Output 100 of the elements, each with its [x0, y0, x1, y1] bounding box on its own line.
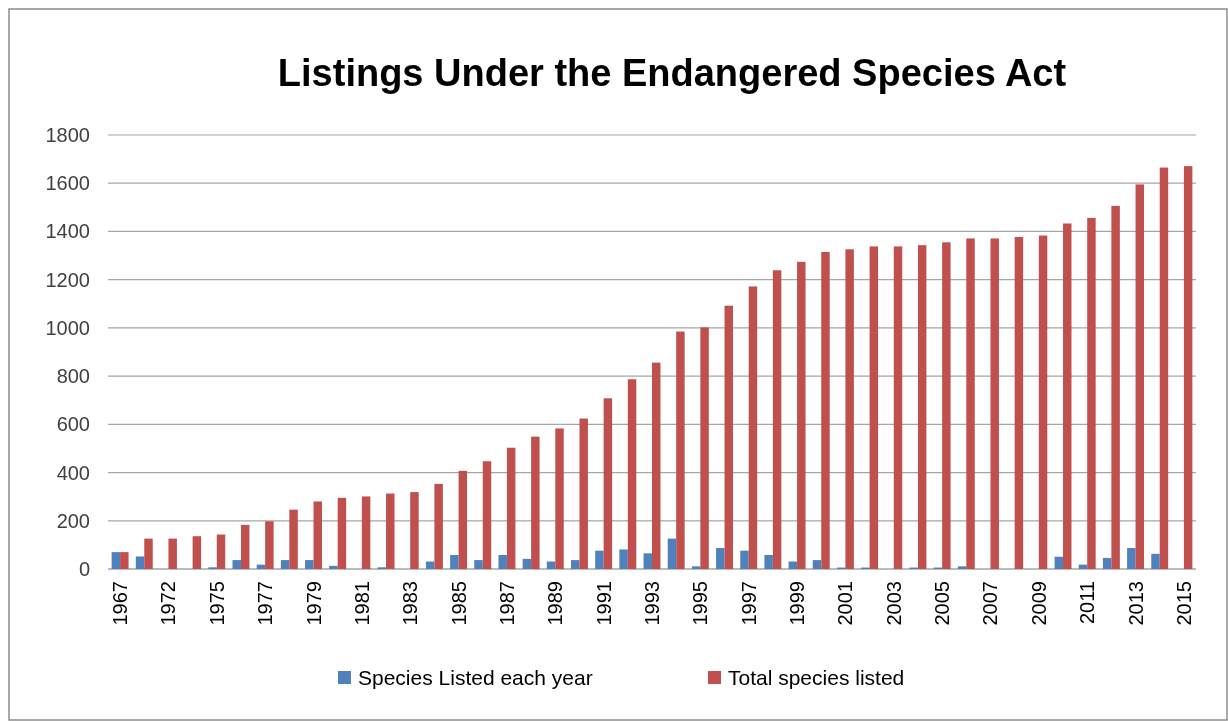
bar: [990, 238, 999, 569]
x-tick-label: 1977: [254, 581, 277, 626]
x-tick-label: 2001: [834, 581, 857, 626]
x-tick-label: 1993: [641, 581, 663, 626]
x-tick-label: 1981: [350, 581, 373, 626]
bar: [434, 483, 443, 569]
x-tick-label: 1989: [544, 581, 567, 626]
x-tick-label: 1995: [689, 581, 712, 626]
bar: [579, 418, 588, 569]
bar: [748, 286, 758, 569]
bar: [869, 246, 879, 569]
x-tick-label: 1987: [495, 581, 518, 626]
bar: [595, 550, 604, 569]
bar: [458, 470, 468, 569]
x-tick-label: 1975: [205, 581, 228, 626]
bar: [265, 521, 274, 569]
bar: [1151, 553, 1160, 569]
y-tick-label: 1200: [45, 268, 90, 291]
x-tick-label: 1997: [737, 581, 760, 626]
bar: [716, 548, 725, 569]
bar: [531, 436, 540, 569]
bar: [410, 492, 419, 569]
x-tick-label: 1972: [157, 581, 180, 626]
bar: [144, 538, 153, 569]
bar: [845, 249, 854, 569]
bar: [571, 560, 580, 569]
y-tick-label: 200: [56, 509, 90, 532]
x-tick-label: 2007: [979, 581, 1002, 626]
bar: [942, 242, 951, 569]
bar: [474, 560, 483, 569]
x-tick-label: 2005: [931, 581, 954, 626]
bar: [1087, 217, 1096, 569]
bar: [1014, 236, 1024, 569]
bar: [1183, 166, 1193, 569]
x-tick-label: 1979: [302, 581, 325, 626]
bar: [120, 552, 129, 569]
x-tick-label: 2013: [1124, 581, 1147, 626]
bar: [329, 565, 338, 569]
bar: [603, 398, 613, 569]
bar: [240, 524, 250, 569]
bar: [216, 534, 226, 569]
bar: [691, 566, 701, 569]
bar: [917, 245, 927, 569]
bar: [498, 555, 507, 569]
bar: [168, 538, 177, 569]
y-tick-label: 800: [56, 365, 90, 388]
x-tick-label: 1991: [592, 581, 615, 626]
bar: [280, 560, 290, 569]
x-tick-label: 2015: [1172, 581, 1195, 626]
bar: [1135, 184, 1145, 569]
x-tick-label: 1967: [109, 581, 132, 626]
y-tick-label: 600: [56, 413, 90, 436]
bar: [652, 362, 661, 569]
y-tick-label: 0: [78, 558, 90, 580]
bar: [966, 238, 975, 569]
bar: [450, 555, 459, 569]
bar: [192, 536, 202, 569]
x-tick-label: 2009: [1027, 581, 1050, 626]
bar: [522, 558, 532, 569]
bar: [676, 331, 685, 569]
y-tick-label: 1400: [45, 220, 90, 243]
y-tick-label: 400: [56, 461, 90, 484]
bar: [627, 379, 637, 569]
bar: [1102, 557, 1112, 569]
bar: [821, 251, 830, 569]
bar: [232, 560, 241, 569]
bar: [361, 496, 371, 569]
bar: [700, 327, 709, 569]
bar: [305, 560, 314, 569]
bar: [313, 501, 322, 569]
bar: [643, 553, 652, 569]
x-tick-label: 1999: [786, 581, 809, 626]
chart-title: Listings Under the Endangered Species Act: [277, 52, 1067, 94]
bar: [724, 305, 733, 569]
bar: [619, 549, 628, 569]
y-tick-label: 1800: [45, 124, 90, 146]
bar: [1159, 167, 1169, 569]
bar: [1063, 223, 1072, 569]
bar: [386, 493, 395, 569]
bar: [1111, 205, 1120, 569]
bar: [772, 270, 782, 569]
y-tick-label: 1600: [45, 172, 90, 195]
bar: [555, 428, 564, 569]
bar: [764, 555, 773, 569]
x-tick-label: 2003: [882, 581, 905, 626]
bar: [1127, 548, 1136, 569]
bar: [740, 550, 749, 569]
x-tick-label: 1983: [399, 581, 422, 626]
bar: [135, 556, 145, 569]
bar: [797, 261, 806, 569]
bar: [957, 566, 967, 569]
bar: [667, 538, 677, 569]
bar: [1038, 235, 1048, 569]
bar: [812, 560, 822, 569]
bar: [337, 497, 347, 569]
bar: [111, 552, 121, 569]
bar: [1054, 556, 1064, 569]
bar: [506, 447, 516, 569]
x-tick-label: 2011: [1076, 581, 1099, 625]
legend-label: Total species listed: [728, 666, 905, 690]
